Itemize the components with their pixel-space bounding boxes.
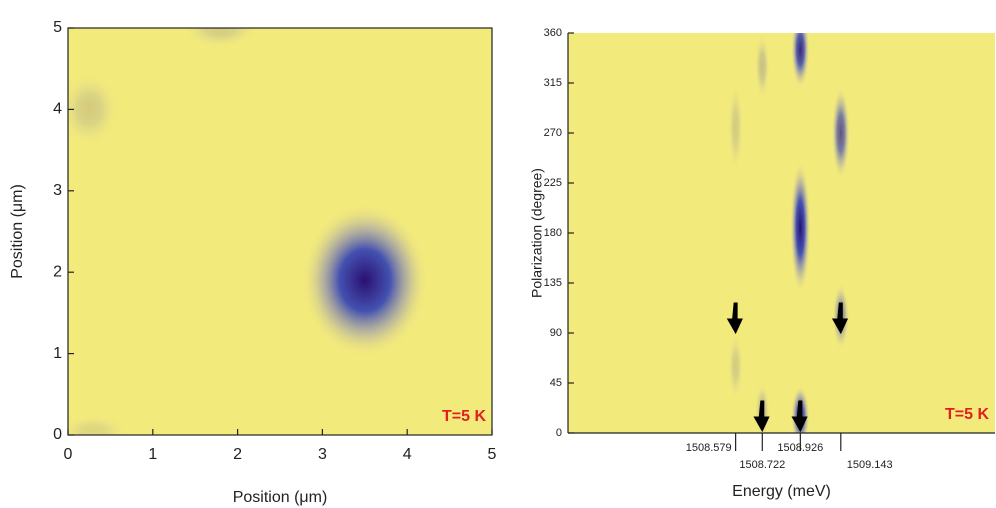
arrow (753, 400, 770, 433)
x-tick-label: 1508.579 (686, 442, 732, 454)
x-tick-label: 1509.143 (847, 459, 893, 471)
x-axis-label: Position (μm) (233, 489, 328, 506)
x-tick-label: 4 (403, 446, 412, 463)
y-tick-label: 315 (544, 77, 562, 89)
y-tick-label: 90 (550, 327, 562, 339)
x-tick-label: 2 (233, 446, 242, 463)
y-tick-label: 360 (544, 27, 562, 39)
temperature-label: T=5 K (442, 408, 486, 425)
intensity-spot (754, 33, 770, 100)
x-tick-label: 5 (488, 446, 497, 463)
arrow (831, 302, 849, 335)
intensity-spot (68, 72, 119, 147)
intensity-spot (301, 203, 429, 358)
y-tick-label: 5 (53, 19, 62, 36)
y-tick-label: 1 (53, 345, 62, 362)
y-tick-label: 2 (53, 263, 62, 280)
x-tick-label: 0 (64, 446, 73, 463)
x-tick-label: 1 (148, 446, 157, 463)
x-tick-label: 1508.722 (739, 459, 785, 471)
y-tick-label: 270 (544, 127, 562, 139)
y-tick-label: 0 (556, 427, 562, 439)
x-tick-label: 3 (318, 446, 327, 463)
y-tick-label: 135 (544, 277, 562, 289)
intensity-spot (831, 86, 851, 180)
y-tick-label: 180 (544, 227, 562, 239)
y-tick-label: 45 (550, 377, 562, 389)
y-tick-label: 225 (544, 177, 562, 189)
plot-frame (67, 27, 493, 436)
intensity-spot (68, 414, 128, 435)
intensity-spot (182, 28, 259, 49)
intensity-spot (728, 83, 744, 172)
plot-area (568, 33, 995, 433)
intensity-spot (791, 33, 810, 89)
x-axis-label: Energy (meV) (732, 483, 831, 500)
y-axis-label: Polarization (degree) (529, 168, 545, 298)
arrow (791, 400, 808, 433)
y-axis-label: Position (μm) (9, 184, 26, 279)
y-tick-label: 4 (53, 101, 62, 118)
y-tick-label: 3 (53, 182, 62, 199)
intensity-spot (728, 333, 744, 400)
x-tick-label: 1508.926 (777, 442, 823, 454)
plot-area (68, 28, 492, 435)
intensity-spot (790, 160, 811, 295)
heatmap-background (568, 33, 995, 433)
heatmap-background (68, 28, 492, 435)
temperature-label: T=5 K (945, 406, 989, 423)
y-tick-label: 0 (53, 426, 62, 443)
arrow (726, 302, 743, 335)
